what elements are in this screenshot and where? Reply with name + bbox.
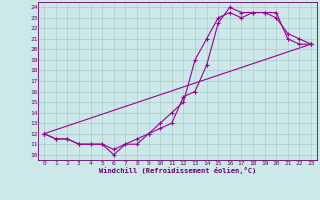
- X-axis label: Windchill (Refroidissement éolien,°C): Windchill (Refroidissement éolien,°C): [99, 167, 256, 174]
